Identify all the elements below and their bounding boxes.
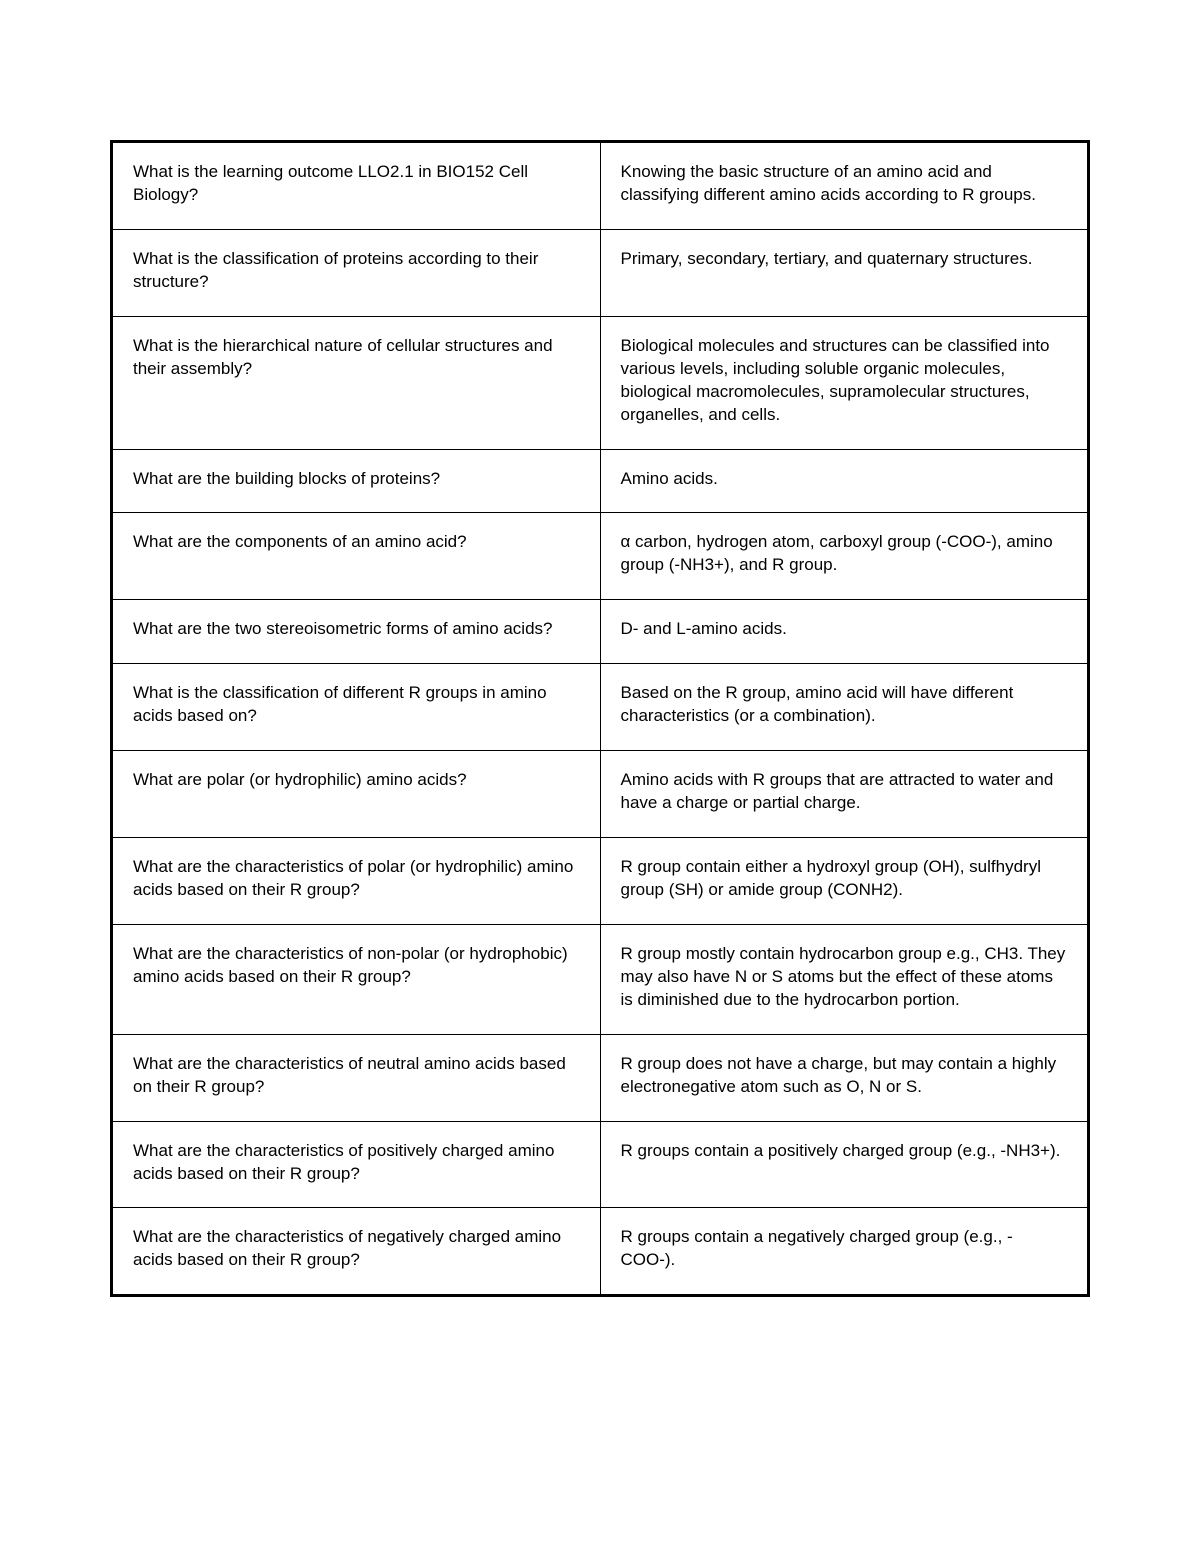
answer-cell: R groups contain a positively charged gr… bbox=[600, 1121, 1089, 1208]
question-cell: What are the characteristics of neutral … bbox=[112, 1034, 601, 1121]
answer-cell: Amino acids with R groups that are attra… bbox=[600, 751, 1089, 838]
page: What is the learning outcome LLO2.1 in B… bbox=[0, 0, 1200, 1553]
question-cell: What are the building blocks of proteins… bbox=[112, 449, 601, 513]
table-row: What are the characteristics of positive… bbox=[112, 1121, 1089, 1208]
table-row: What is the classification of proteins a… bbox=[112, 229, 1089, 316]
answer-cell: D- and L-amino acids. bbox=[600, 600, 1089, 664]
question-cell: What are the characteristics of polar (o… bbox=[112, 838, 601, 925]
question-cell: What are the two stereoisometric forms o… bbox=[112, 600, 601, 664]
table-row: What are polar (or hydrophilic) amino ac… bbox=[112, 751, 1089, 838]
table-row: What is the classification of different … bbox=[112, 664, 1089, 751]
answer-cell: R groups contain a negatively charged gr… bbox=[600, 1208, 1089, 1296]
question-cell: What are the characteristics of non-pola… bbox=[112, 924, 601, 1034]
question-cell: What is the learning outcome LLO2.1 in B… bbox=[112, 142, 601, 230]
table-row: What are the characteristics of polar (o… bbox=[112, 838, 1089, 925]
answer-cell: Biological molecules and structures can … bbox=[600, 316, 1089, 449]
table-row: What are the building blocks of proteins… bbox=[112, 449, 1089, 513]
question-cell: What are the characteristics of positive… bbox=[112, 1121, 601, 1208]
question-cell: What is the classification of proteins a… bbox=[112, 229, 601, 316]
qa-table: What is the learning outcome LLO2.1 in B… bbox=[110, 140, 1090, 1297]
question-cell: What are polar (or hydrophilic) amino ac… bbox=[112, 751, 601, 838]
table-row: What are the two stereoisometric forms o… bbox=[112, 600, 1089, 664]
table-row: What is the hierarchical nature of cellu… bbox=[112, 316, 1089, 449]
answer-cell: Amino acids. bbox=[600, 449, 1089, 513]
table-row: What are the components of an amino acid… bbox=[112, 513, 1089, 600]
question-cell: What are the characteristics of negative… bbox=[112, 1208, 601, 1296]
question-cell: What is the classification of different … bbox=[112, 664, 601, 751]
table-row: What are the characteristics of non-pola… bbox=[112, 924, 1089, 1034]
question-cell: What are the components of an amino acid… bbox=[112, 513, 601, 600]
answer-cell: Knowing the basic structure of an amino … bbox=[600, 142, 1089, 230]
answer-cell: R group mostly contain hydrocarbon group… bbox=[600, 924, 1089, 1034]
answer-cell: R group does not have a charge, but may … bbox=[600, 1034, 1089, 1121]
answer-cell: Based on the R group, amino acid will ha… bbox=[600, 664, 1089, 751]
question-cell: What is the hierarchical nature of cellu… bbox=[112, 316, 601, 449]
answer-cell: R group contain either a hydroxyl group … bbox=[600, 838, 1089, 925]
table-row: What is the learning outcome LLO2.1 in B… bbox=[112, 142, 1089, 230]
answer-cell: α carbon, hydrogen atom, carboxyl group … bbox=[600, 513, 1089, 600]
answer-cell: Primary, secondary, tertiary, and quater… bbox=[600, 229, 1089, 316]
table-row: What are the characteristics of neutral … bbox=[112, 1034, 1089, 1121]
table-row: What are the characteristics of negative… bbox=[112, 1208, 1089, 1296]
